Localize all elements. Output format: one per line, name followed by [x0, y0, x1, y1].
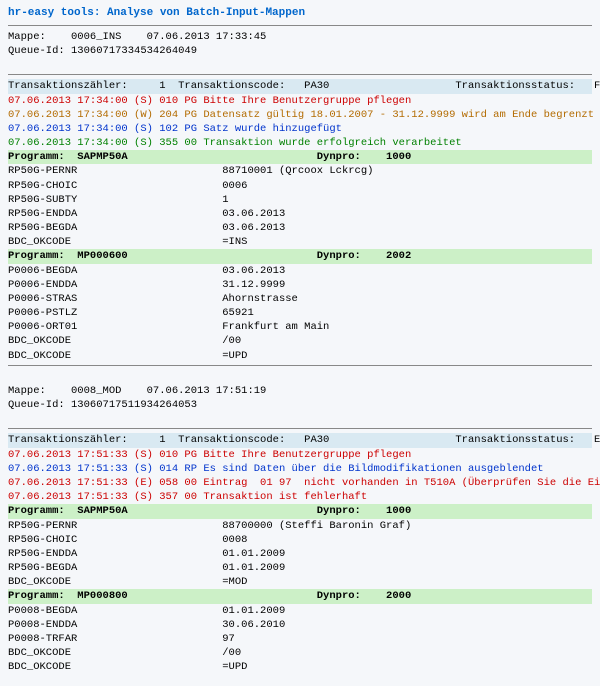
field-row: RP50G-PERNR 88700000 (Steffi Baronin Gra… [8, 519, 592, 533]
log-message: 07.06.2013 17:51:33 (E) 058 00 Eintrag 0… [8, 476, 592, 490]
field-row: P0008-TRFAR 97 [8, 632, 592, 646]
page-title: hr-easy tools: Analyse von Batch-Input-M… [8, 6, 592, 21]
log-message: 07.06.2013 17:34:00 (S) 102 PG Satz wurd… [8, 122, 592, 136]
field-row: P0008-ENDDA 30.06.2010 [8, 618, 592, 632]
log-message: 07.06.2013 17:51:33 (S) 357 00 Transakti… [8, 490, 592, 504]
field-row: P0006-ENDDA 31.12.9999 [8, 278, 592, 292]
field-row: RP50G-CHOIC 0006 [8, 179, 592, 193]
field-row: P0006-PSTLZ 65921 [8, 306, 592, 320]
field-row: BDC_OKCODE /00 [8, 334, 592, 348]
program-header: Programm: MP000600 Dynpro: 2002 [8, 249, 592, 263]
field-row: BDC_OKCODE =UPD [8, 349, 592, 363]
field-row: P0006-STRAS Ahornstrasse [8, 292, 592, 306]
field-row: P0008-BEGDA 01.01.2009 [8, 604, 592, 618]
program-header: Programm: SAPMP50A Dynpro: 1000 [8, 504, 592, 518]
field-row: RP50G-CHOIC 0008 [8, 533, 592, 547]
field-row: RP50G-BEGDA 01.01.2009 [8, 561, 592, 575]
program-header: Programm: SAPMP50A Dynpro: 1000 [8, 150, 592, 164]
field-row: BDC_OKCODE =UPD [8, 660, 592, 674]
field-row: BDC_OKCODE =MOD [8, 575, 592, 589]
log-message: 07.06.2013 17:51:33 (S) 014 RP Es sind D… [8, 462, 592, 476]
field-row: BDC_OKCODE =INS [8, 235, 592, 249]
log-message: 07.06.2013 17:51:33 (S) 010 PG Bitte Ihr… [8, 448, 592, 462]
field-row: RP50G-SUBTY 1 [8, 193, 592, 207]
field-row: RP50G-ENDDA 01.01.2009 [8, 547, 592, 561]
field-row: RP50G-ENDDA 03.06.2013 [8, 207, 592, 221]
queue-line: Queue-Id: 13060717334534264049 [8, 44, 592, 58]
mappe-line: Mappe: 0008_MOD 07.06.2013 17:51:19 [8, 384, 592, 398]
queue-line: Queue-Id: 13060717511934264053 [8, 398, 592, 412]
mappe-line: Mappe: 0006_INS 07.06.2013 17:33:45 [8, 30, 592, 44]
field-row: P0006-BEGDA 03.06.2013 [8, 264, 592, 278]
field-row: BDC_OKCODE /00 [8, 646, 592, 660]
program-header: Programm: MP000800 Dynpro: 2000 [8, 589, 592, 603]
field-row: RP50G-PERNR 88710001 (Qrcoox Lckrcg) [8, 164, 592, 178]
transaction-header: Transaktionszähler: 1 Transaktionscode: … [8, 433, 592, 447]
field-row: RP50G-BEGDA 03.06.2013 [8, 221, 592, 235]
divider [8, 25, 592, 26]
log-message: 07.06.2013 17:34:00 (S) 355 00 Transakti… [8, 136, 592, 150]
transaction-header: Transaktionszähler: 1 Transaktionscode: … [8, 79, 592, 93]
field-row: P0006-ORT01 Frankfurt am Main [8, 320, 592, 334]
log-message: 07.06.2013 17:34:00 (W) 204 PG Datensatz… [8, 108, 592, 122]
log-message: 07.06.2013 17:34:00 (S) 010 PG Bitte Ihr… [8, 94, 592, 108]
